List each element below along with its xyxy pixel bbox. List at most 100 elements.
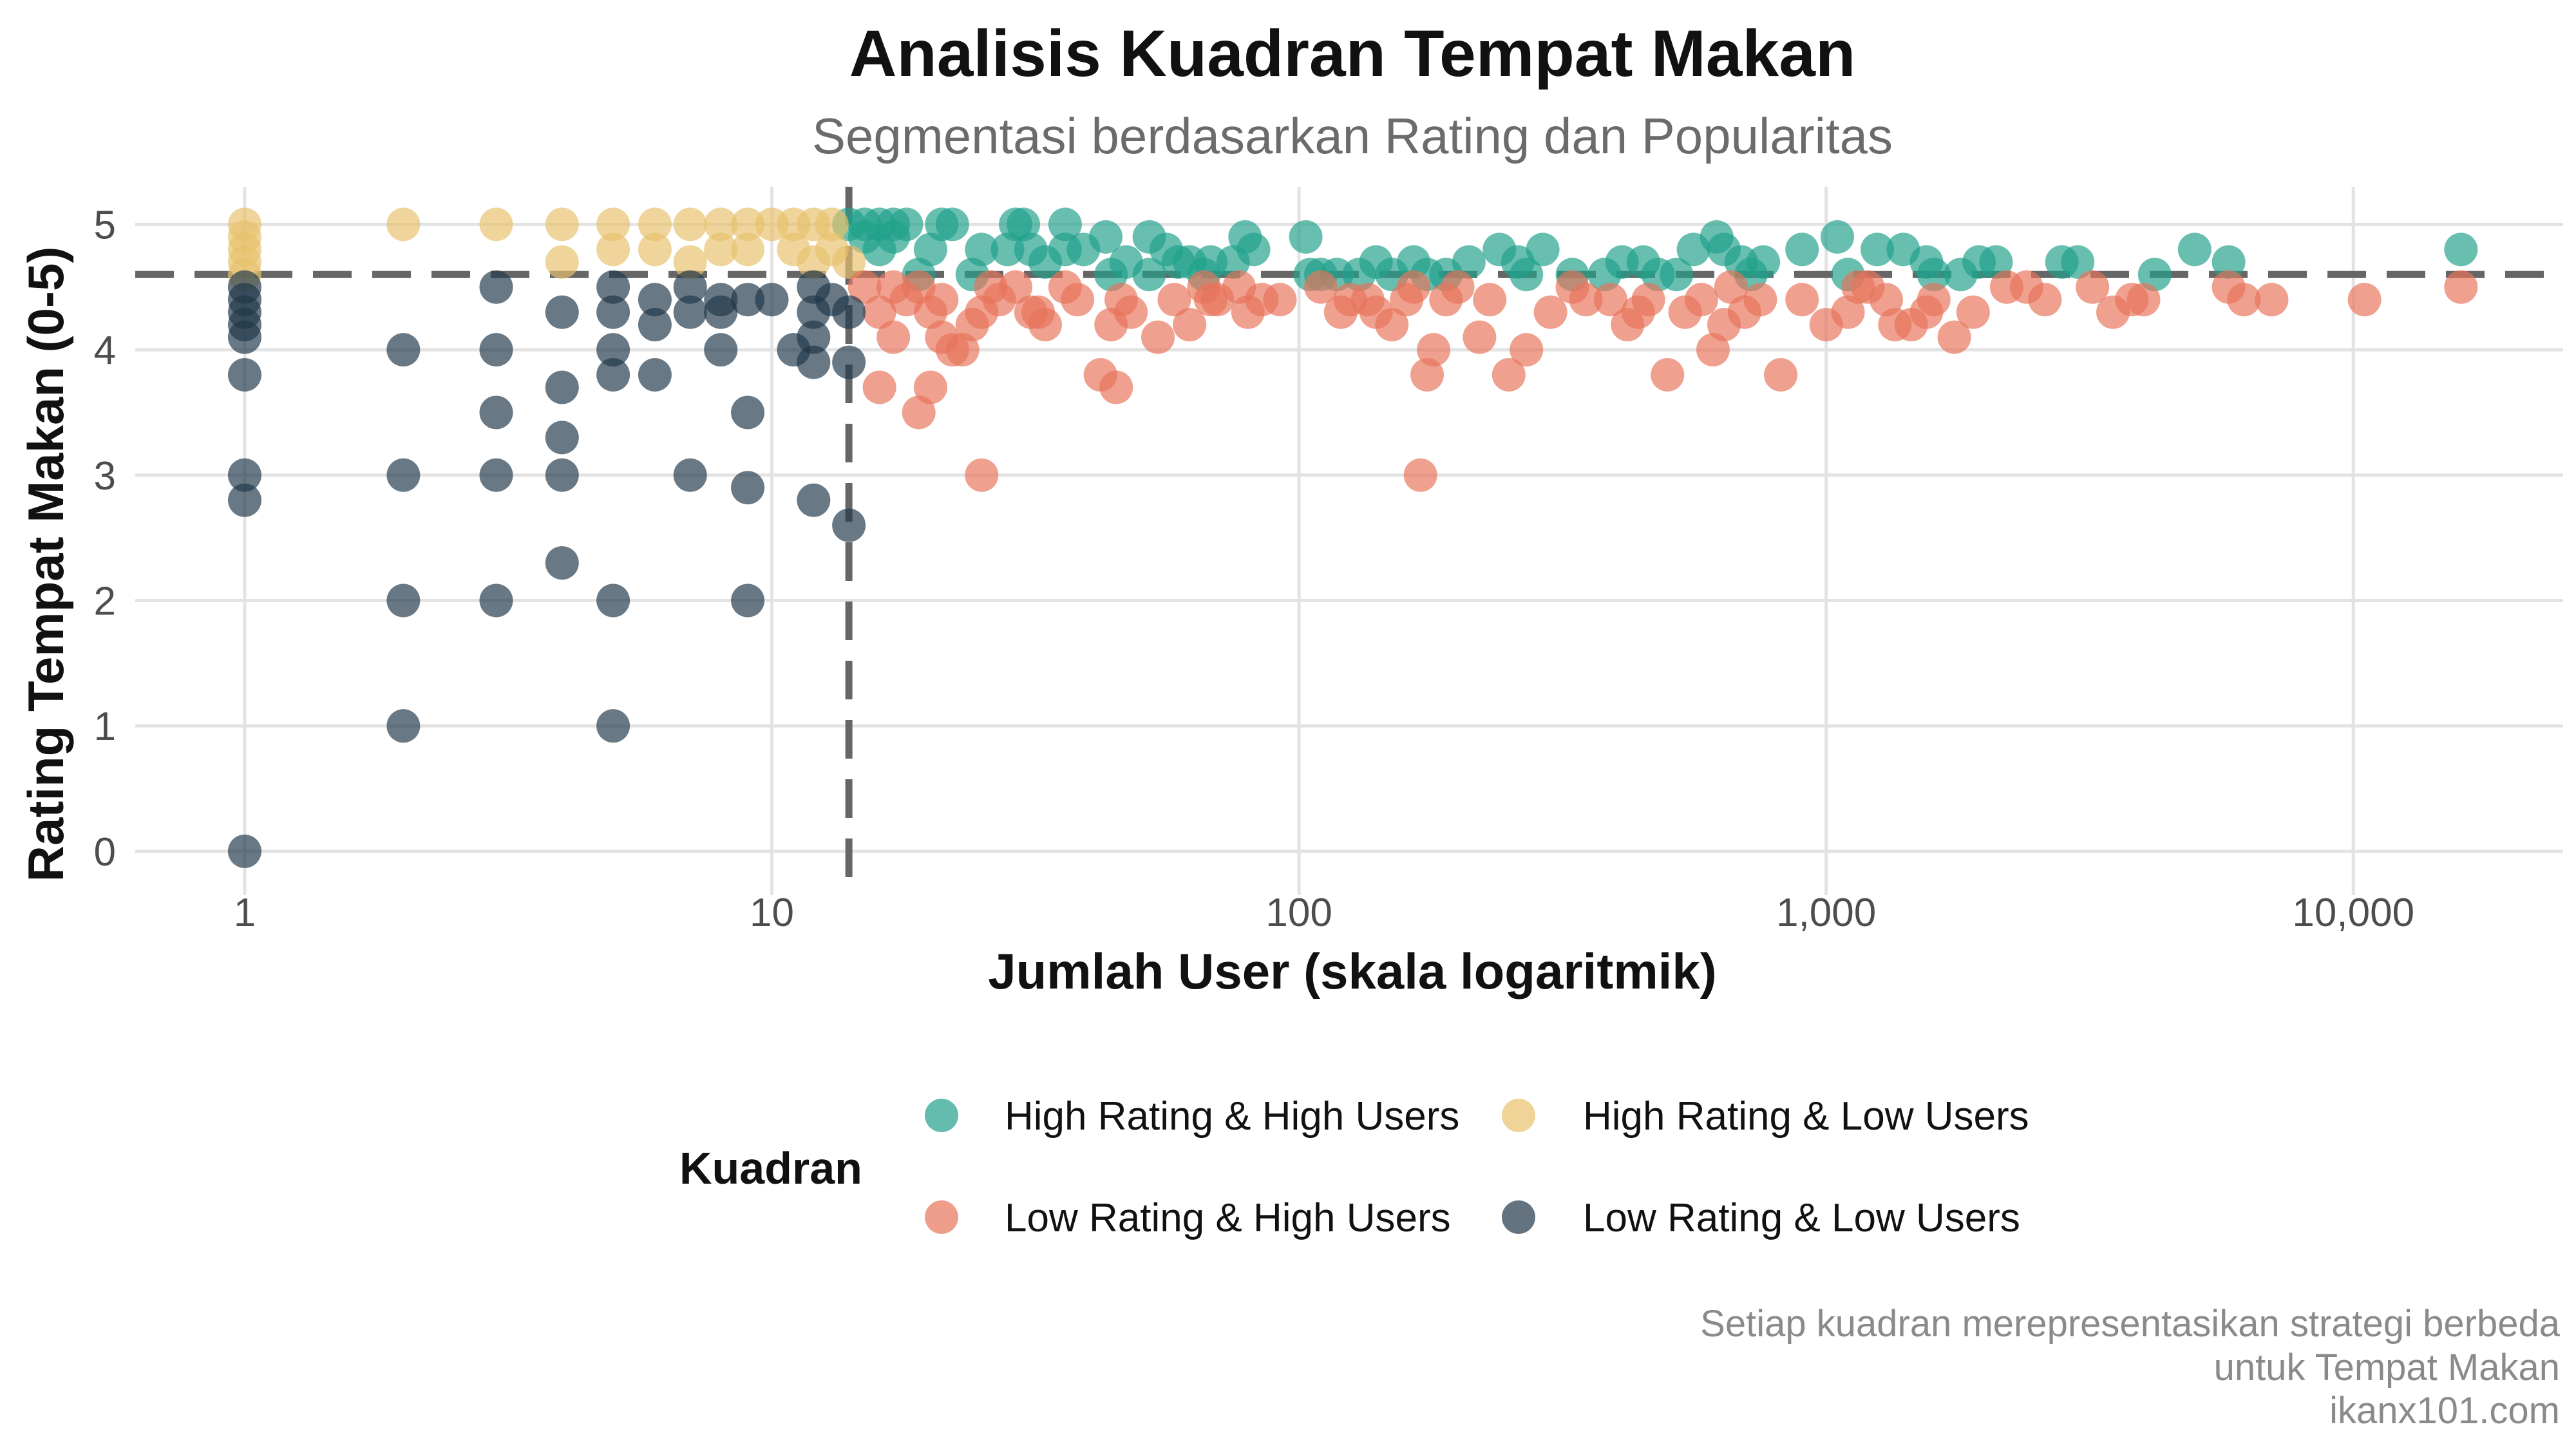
- data-point: [2444, 270, 2478, 304]
- data-point: [731, 395, 765, 430]
- caption-line-3: ikanx101.com: [2329, 1390, 2560, 1432]
- data-point: [704, 295, 738, 329]
- data-point: [731, 207, 765, 242]
- data-point: [479, 395, 513, 430]
- data-point: [596, 270, 630, 304]
- data-point: [545, 546, 579, 580]
- data-point: [731, 583, 765, 618]
- data-point: [1236, 232, 1271, 267]
- data-point: [731, 232, 765, 267]
- data-point: [596, 583, 630, 618]
- y-tick-label: 4: [94, 328, 116, 373]
- data-point: [638, 358, 672, 392]
- data-point: [1743, 283, 1777, 317]
- data-point: [2177, 232, 2211, 267]
- data-point: [1621, 295, 1655, 329]
- data-point: [1714, 270, 1748, 304]
- data-point: [1660, 258, 1694, 292]
- data-point: [2347, 283, 2382, 317]
- data-point: [876, 320, 911, 354]
- data-point: [1397, 270, 1431, 304]
- data-point: [596, 295, 630, 329]
- data-point: [2137, 258, 2172, 292]
- data-point: [945, 333, 980, 367]
- x-tick-label: 10,000: [2292, 891, 2414, 935]
- data-point: [1099, 370, 1133, 404]
- x-axis-title: Jumlah User (skala logaritmik): [988, 943, 1716, 999]
- data-point: [1917, 258, 1951, 292]
- data-point: [2444, 232, 2478, 267]
- data-point: [1593, 283, 1627, 317]
- data-point: [1821, 220, 1855, 254]
- data-point: [832, 295, 866, 329]
- data-point: [1263, 283, 1297, 317]
- data-point: [596, 709, 630, 743]
- chart-title: Analisis Kuadran Tempat Makan: [849, 17, 1856, 90]
- data-point: [999, 270, 1033, 304]
- y-tick-label: 5: [94, 203, 116, 247]
- data-point: [1533, 295, 1567, 329]
- data-point: [876, 220, 911, 254]
- data-point: [848, 270, 882, 304]
- data-point: [673, 270, 707, 304]
- data-point: [1452, 245, 1486, 279]
- data-point: [902, 395, 936, 430]
- data-point: [1048, 207, 1082, 242]
- data-point: [1785, 283, 1819, 317]
- data-point: [2211, 245, 2246, 279]
- data-point: [1014, 295, 1048, 329]
- legend: Kuadran High Rating & High Users High Ra…: [679, 1094, 2029, 1240]
- data-point: [797, 483, 831, 517]
- data-point: [1492, 358, 1526, 392]
- data-point: [913, 370, 947, 404]
- data-point: [1696, 333, 1730, 367]
- data-point: [479, 207, 513, 242]
- data-point: [1157, 283, 1191, 317]
- data-point: [1289, 220, 1323, 254]
- data-point: [755, 283, 789, 317]
- data-point: [227, 483, 261, 517]
- caption: Setiap kuadran merepresentasikan strateg…: [1700, 1303, 2561, 1432]
- data-point: [673, 295, 707, 329]
- legend-key-high-rating-high-users: [925, 1099, 958, 1132]
- data-point: [1173, 308, 1207, 342]
- caption-line-1: Setiap kuadran merepresentasikan strateg…: [1700, 1303, 2561, 1345]
- x-tick-label: 10: [750, 891, 794, 935]
- data-point: [935, 207, 969, 242]
- data-point: [1510, 258, 1544, 292]
- data-point: [596, 232, 630, 267]
- data-point: [1785, 232, 1819, 267]
- data-point: [673, 207, 707, 242]
- legend-item-low-rating-high-users: Low Rating & High Users: [925, 1196, 1451, 1240]
- data-point: [227, 358, 261, 392]
- y-axis-title: Rating Tempat Makan (0-5): [17, 247, 74, 882]
- data-point: [2009, 270, 2043, 304]
- data-point: [596, 207, 630, 242]
- legend-label-high-rating-high-users: High Rating & High Users: [1005, 1094, 1459, 1139]
- data-point: [1979, 245, 2013, 279]
- series-low-rating-low-users: [227, 270, 866, 868]
- data-point: [545, 458, 579, 492]
- data-point: [386, 709, 421, 743]
- data-point: [925, 283, 959, 317]
- data-point: [545, 421, 579, 455]
- data-point: [1333, 283, 1367, 317]
- data-point: [638, 308, 672, 342]
- x-tick-label: 1,000: [1776, 891, 1876, 935]
- legend-key-low-rating-low-users: [1502, 1200, 1535, 1234]
- data-point: [545, 295, 579, 329]
- data-point: [638, 207, 672, 242]
- data-point: [913, 232, 947, 267]
- y-tick-label: 2: [94, 579, 116, 623]
- data-point: [1359, 295, 1393, 329]
- data-point: [876, 270, 911, 304]
- axis-ticks: 0 1 2 3 4 5 1 10 100 1,000 10,000: [94, 203, 2415, 935]
- data-point: [2076, 270, 2110, 304]
- legend-title: Kuadran: [679, 1143, 862, 1193]
- data-point: [1410, 358, 1444, 392]
- data-point: [1869, 283, 1903, 317]
- series-high-rating-high-users: [832, 207, 2478, 292]
- legend-label-high-rating-low-users: High Rating & Low Users: [1583, 1094, 2029, 1139]
- data-point: [479, 458, 513, 492]
